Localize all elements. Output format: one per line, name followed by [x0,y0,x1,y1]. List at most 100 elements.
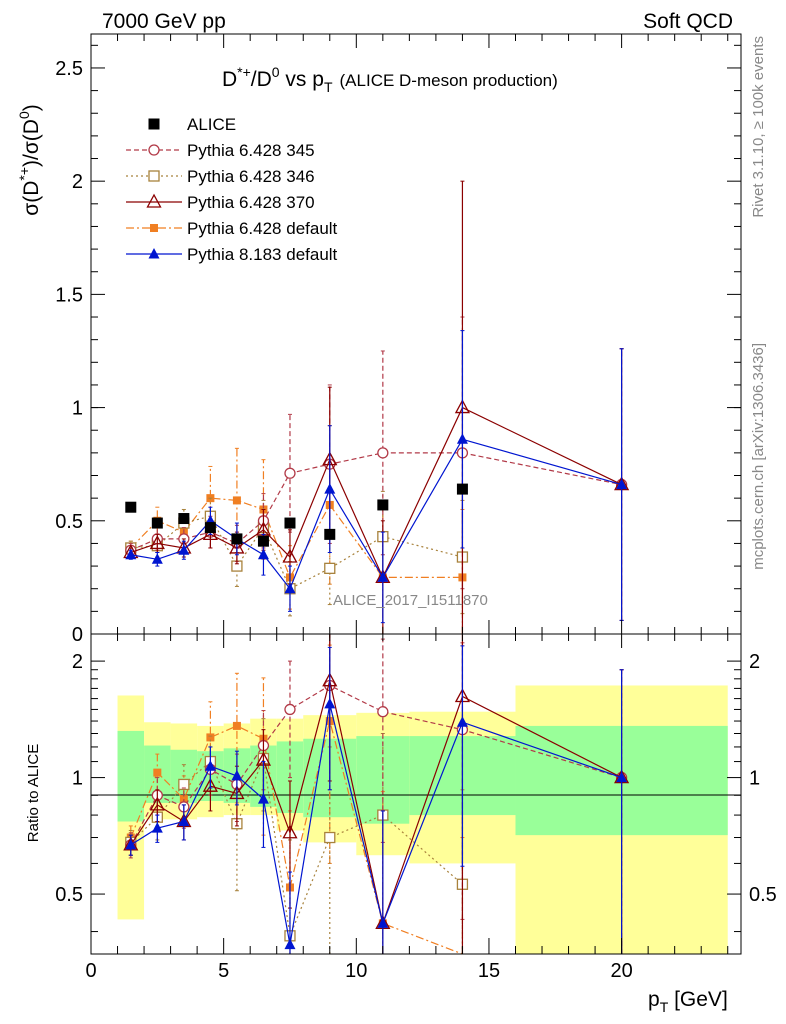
legend-entry-p370: Pythia 6.428 370 [126,193,315,212]
legend-entry-p8def: Pythia 8.183 default [126,245,338,264]
main-point-p370 [202,526,218,541]
title-main: D [222,68,237,91]
main-y-tick-label: 1 [72,398,83,420]
ratio-point-p8def [125,838,137,850]
ratio-point-p6def [153,768,162,777]
x-tick-label: 10 [345,960,367,982]
ratio-y-tick-label-right: 1 [749,768,760,790]
main-point-p8def [284,582,296,594]
legend-label-p346: Pythia 6.428 346 [187,167,315,186]
ratio-point-p346 [178,778,190,791]
main-point-p370 [282,548,298,563]
legend-label-p8def: Pythia 8.183 default [187,245,338,264]
ratio-line-p6def [130,720,463,955]
x-axis-label: pT [GeV] [648,988,728,1015]
ratio-point-p370 [202,777,218,792]
ratio-plot-panel: 0.5 0.51 12 20 5 10 15 20 Ratio to ALICE pT [Ge… [25,633,777,1015]
ratio-point-p8def [231,769,243,781]
ratio-point-p6def [206,733,215,742]
main-point-alice [324,528,336,540]
ratio-y-axis-label: Ratio to ALICE [25,744,42,842]
main-series-p8def [125,330,628,624]
main-point-alice [231,533,243,545]
title-sup-1: *+ [237,64,251,80]
ratio-y-tick-label: 2 [72,651,83,673]
main-point-p370 [149,535,165,550]
ylabel-c: )/σ(D [20,119,43,167]
ratio-series-p8def [125,645,628,954]
ylabel-e: ) [20,104,43,111]
ylabel-d: 0 [16,111,32,119]
main-point-alice [178,513,190,525]
ratio-point-p8def [257,793,269,804]
legend-marker-p370 [146,193,162,208]
ratio-uncertainty-bands [117,685,728,954]
main-line-p6def [130,497,463,579]
ratio-y-tick-label-right: 2 [749,651,760,673]
ratio-point-p8def [284,938,296,950]
header-left-label: 7000 GeV pp [102,10,226,33]
main-series-p345 [125,316,628,621]
main-y-tick-label: 2 [72,171,83,193]
rivet-version-label: Rivet 3.1.10, ≥ 100k events [750,36,767,218]
legend-label-alice: ALICE [187,115,236,134]
ratio-point-p8def [616,771,628,783]
main-y-tick-label: 2.5 [55,58,83,80]
main-point-alice [151,517,163,529]
main-y-axis-label: σ(D*+)/σ(D0) [16,104,43,216]
title-sup-2: 0 [272,64,280,80]
legend-entry-p345: Pythia 6.428 345 [126,141,315,160]
ylabel-b: *+ [16,167,32,181]
main-point-alice [284,517,296,529]
mcplots-credit-label: mcplots.cern.ch [arXiv:1306.3436] [750,343,767,570]
main-point-p8def [151,553,163,564]
legend-marker-p346 [148,170,160,182]
ratio-point-p370 [282,824,298,839]
legend-marker-p345 [148,144,160,156]
legend-label-p370: Pythia 6.428 370 [187,193,315,212]
ratio-point-p8def [456,716,468,727]
main-point-p8def [616,478,628,490]
main-point-p345 [284,467,296,479]
ratio-band-inner [117,730,145,822]
main-point-p6def [232,496,241,505]
ratio-point-p8def [324,697,336,709]
title-sub: T [324,79,333,95]
legend-label-p345: Pythia 6.428 345 [187,141,315,160]
analysis-id-label: ALICE_2017_I1511870 [333,592,488,609]
ratio-axis-ticks: 0.5 0.51 12 20 5 10 15 20 [55,634,777,982]
ratio-series-layer [123,634,630,955]
legend-marker-alice [148,118,160,130]
legend-entry-alice: ALICE [148,115,236,134]
main-point-p8def [125,548,137,560]
main-line-p8def [130,438,622,590]
ratio-point-p345 [284,703,296,716]
x-tick-label: 15 [478,960,500,982]
ratio-point-p346 [324,831,336,844]
legend-marker-p6def [150,224,158,232]
ratio-point-p8def [178,815,190,827]
main-point-alice [377,499,389,511]
ratio-y-tick-label: 1 [72,768,83,790]
ratio-point-p6def [232,721,241,730]
ylabel-a: σ(D [20,181,43,216]
main-point-p8def [377,571,389,582]
ratio-y-tick-label-right: 0.5 [749,884,777,906]
x-tick-label: 5 [218,960,229,982]
main-point-alice [456,483,468,495]
ratio-point-p8def [151,822,163,833]
xlabel-unit: [GeV] [668,988,728,1011]
ratio-point-p8def [377,917,389,928]
main-y-tick-label: 0 [72,624,83,646]
main-point-p346 [324,562,336,574]
main-axis-ticks: 0 0.5 1 1.5 2 2.5 [55,34,741,646]
title-note: (ALICE D-meson production) [340,71,558,90]
x-tick-label: 0 [85,960,96,982]
main-line-p370 [130,406,622,579]
main-point-alice [257,535,269,547]
ratio-point-p8def [204,760,216,771]
main-series-alice [125,483,468,547]
main-point-alice [125,501,137,513]
main-plot-title: D*+/D0 vs pT (ALICE D-meson production) [222,64,558,95]
